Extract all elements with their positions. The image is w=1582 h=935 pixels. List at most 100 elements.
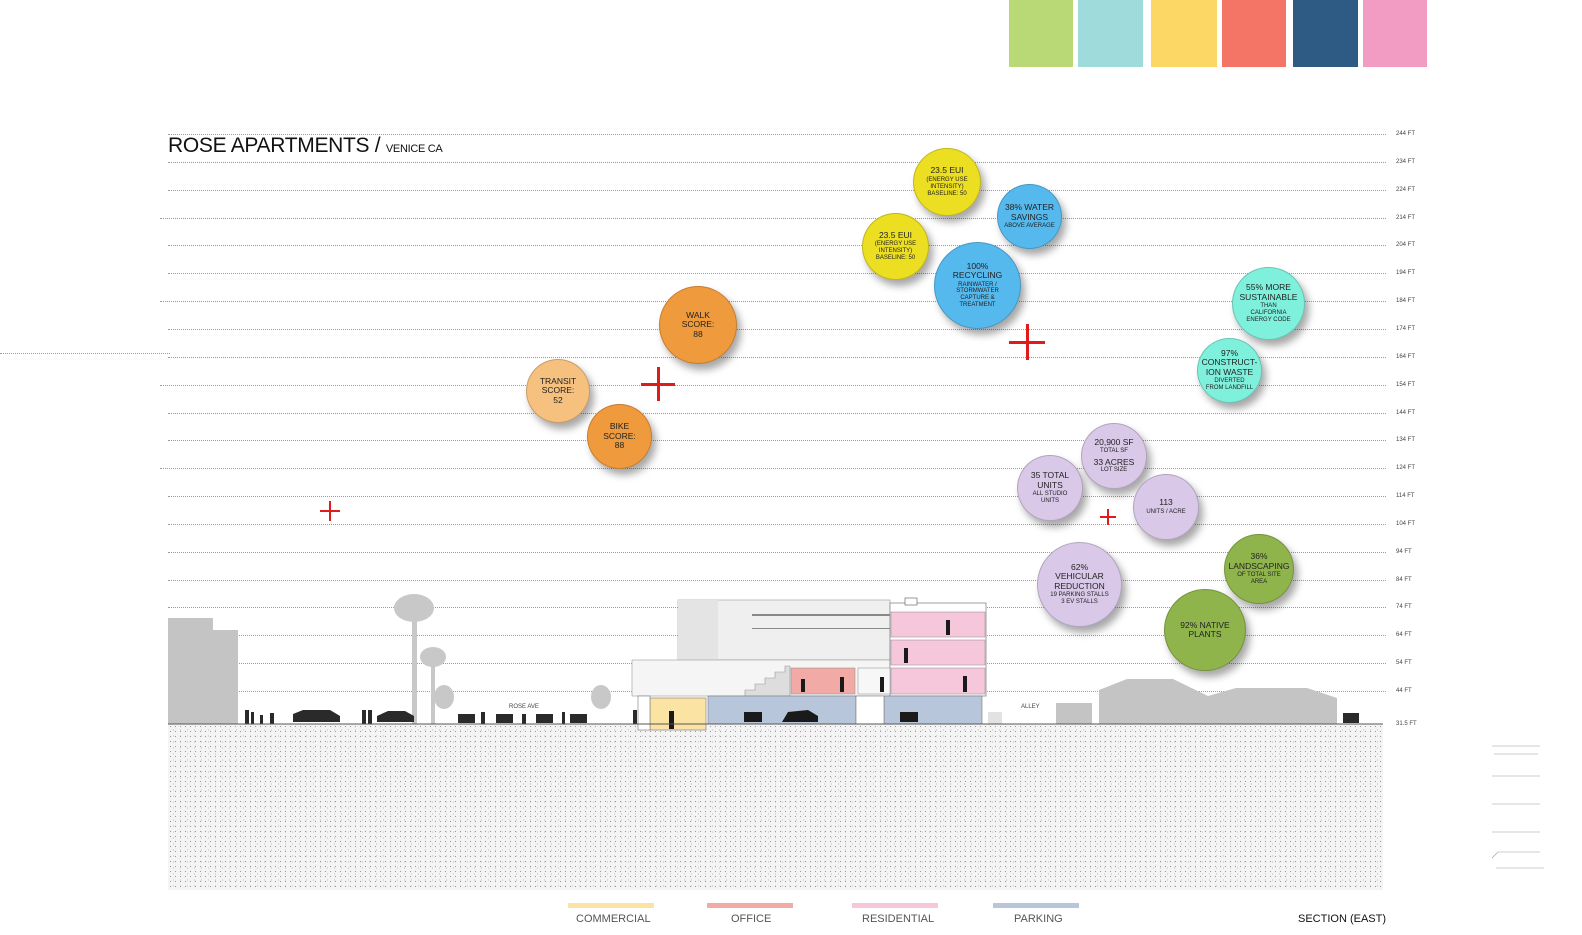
elevation-line bbox=[168, 356, 1386, 358]
bubble-walk-main: WALK SCORE: 88 bbox=[681, 309, 715, 339]
side-annotation-marks bbox=[1491, 745, 1544, 869]
bubble-native-plants: 92% NATIVE PLANTS bbox=[1164, 589, 1246, 671]
elevation-label: 174 FT bbox=[1396, 325, 1416, 332]
legend-swatch-residential bbox=[852, 903, 938, 908]
elevation-label: 114 FT bbox=[1396, 493, 1415, 500]
elevation-label: 44 FT bbox=[1396, 688, 1412, 694]
neighbor-building-left bbox=[168, 618, 238, 724]
bubble-vehicular-main: 62% VEHICULAR REDUCTION bbox=[1054, 562, 1105, 591]
bubble-transit-score: TRANSIT SCORE: 52 bbox=[526, 359, 590, 423]
elevation-line bbox=[168, 189, 1386, 191]
bubble-sustainable-sub: THAN CALIFORNIA ENERGY CODE bbox=[1246, 303, 1291, 323]
bubble-bike-score: BIKE SCORE: 88 bbox=[587, 404, 652, 469]
palm-trees bbox=[394, 594, 611, 724]
elevation-label: 224 FT bbox=[1396, 186, 1416, 193]
bubble-landscaping: 36% LANDSCAPING OF TOTAL SITE AREA bbox=[1224, 534, 1294, 604]
bubble-transit-main: TRANSIT SCORE: 52 bbox=[539, 375, 577, 405]
bubble-vehicular-reduction: 62% VEHICULAR REDUCTION 19 PARKING STALL… bbox=[1037, 542, 1122, 627]
bubble-eui-low-sub: (ENERGY USE INTENSITY) BASELINE: 50 bbox=[874, 241, 917, 262]
red-crosshair-marker: .cx1::before{left:15px;top:0;width:3px;h… bbox=[641, 367, 675, 401]
bubble-density-sub: UNITS / ACRE bbox=[1146, 508, 1186, 515]
elevation-line bbox=[168, 412, 1386, 414]
bubble-eui-top-sub: (ENERGY USE INTENSITY) BASELINE: 50 bbox=[926, 176, 968, 197]
bubble-landscaping-sub: OF TOTAL SITE AREA bbox=[1237, 571, 1281, 585]
project-building bbox=[631, 597, 987, 731]
bubble-vehicular-sub: 19 PARKING STALLS 3 EV STALLS bbox=[1050, 592, 1109, 606]
bubble-units-main: 35 TOTAL UNITS bbox=[1030, 470, 1070, 490]
bubble-waste-main: 97% CONSTRUCT- ION WASTE bbox=[1201, 348, 1258, 377]
elevation-label: 164 FT bbox=[1396, 353, 1416, 360]
bubble-sf-sub: TOTAL SF bbox=[1100, 448, 1128, 455]
datum-line bbox=[0, 353, 170, 354]
palette-swatch-navy bbox=[1293, 0, 1358, 67]
bubble-eui-top: 23.5 EUI (ENERGY USE INTENSITY) BASELINE… bbox=[913, 148, 981, 216]
elevation-label: 214 FT bbox=[1396, 214, 1416, 221]
palette-swatch-green bbox=[1009, 0, 1073, 67]
bubble-waste-sub: DIVERTED FROM LANDFILL bbox=[1205, 378, 1254, 392]
elevation-label: 124 FT bbox=[1396, 465, 1416, 472]
legend-label-residential: RESIDENTIAL bbox=[862, 913, 935, 925]
red-crosshair-marker bbox=[320, 501, 340, 521]
red-crosshair-marker bbox=[1100, 509, 1116, 525]
elevation-line bbox=[160, 468, 1386, 470]
building-occupants bbox=[669, 620, 967, 729]
legend-swatch-parking bbox=[993, 903, 1079, 908]
elevation-line bbox=[168, 551, 1386, 553]
elevation-line bbox=[168, 579, 1386, 581]
bubble-eui-low-main: 23.5 EUI bbox=[878, 229, 913, 240]
legend-swatch-office bbox=[707, 903, 793, 908]
bubble-walk-score: WALK SCORE: 88 bbox=[659, 286, 737, 364]
elevation-line bbox=[168, 245, 1386, 247]
ground-section bbox=[168, 724, 1383, 890]
elevation-label: 154 FT bbox=[1396, 381, 1416, 388]
elevation-line bbox=[168, 134, 1386, 135]
elevation-label: 184 FT bbox=[1396, 298, 1416, 305]
elevation-line bbox=[160, 301, 1386, 303]
red-crosshair-marker bbox=[1009, 324, 1045, 360]
bubble-recycling-main: 100% RECYCLING bbox=[952, 260, 1003, 281]
bubble-water-main: 38% WATER SAVINGS bbox=[1004, 202, 1055, 222]
bubble-units-sub: ALL STUDIO UNITS bbox=[1032, 490, 1068, 504]
section-label: SECTION (EAST) bbox=[1298, 913, 1387, 925]
bubble-sf-main2: 33 ACRES bbox=[1093, 457, 1135, 467]
elevation-label: 204 FT bbox=[1396, 242, 1416, 249]
bubble-total-units: 35 TOTAL UNITS ALL STUDIO UNITS bbox=[1017, 455, 1083, 521]
elevation-label: 94 FT bbox=[1396, 548, 1412, 555]
palette-swatch-pink bbox=[1363, 0, 1427, 67]
elevation-label: 74 FT bbox=[1396, 604, 1412, 611]
palette-swatch-yellow bbox=[1151, 0, 1217, 67]
street-label-alley: ALLEY bbox=[1021, 704, 1040, 710]
bubble-sustainable-main: 55% MORE SUSTAINABLE bbox=[1239, 282, 1298, 302]
title-subtitle: VENICE CA bbox=[385, 143, 443, 155]
bubble-total-sf: 20,900 SF TOTAL SF 33 ACRES LOT SIZE bbox=[1081, 423, 1147, 489]
elevation-label: 84 FT bbox=[1396, 576, 1412, 583]
palette-swatch-cyan bbox=[1078, 0, 1143, 67]
elevation-line bbox=[160, 217, 1386, 219]
street-figures-and-cars bbox=[245, 710, 1359, 724]
elevation-label: 54 FT bbox=[1396, 660, 1412, 667]
bubble-water-savings: 38% WATER SAVINGS ABOVE AVERAGE bbox=[997, 184, 1062, 249]
elevation-label: 144 FT bbox=[1396, 409, 1416, 416]
elevation-line bbox=[160, 384, 1386, 386]
bubble-recycling: 100% RECYCLING RAINWATER / STORMWATER CA… bbox=[934, 242, 1021, 329]
legend-label-commercial: COMMERCIAL bbox=[576, 913, 651, 925]
bubble-water-sub: ABOVE AVERAGE bbox=[1004, 222, 1055, 229]
legend-label-office: OFFICE bbox=[731, 913, 772, 925]
elevation-line bbox=[168, 440, 1386, 442]
elevation-line bbox=[168, 523, 1386, 525]
elevation-line bbox=[168, 161, 1386, 163]
elevation-label: 194 FT bbox=[1396, 270, 1416, 277]
palette-swatch-coral bbox=[1222, 0, 1286, 67]
bubble-recycling-sub: RAINWATER / STORMWATER CAPTURE & TREATME… bbox=[956, 281, 999, 309]
elevation-line bbox=[168, 328, 1386, 330]
bubble-bike-main: BIKE SCORE: 88 bbox=[603, 421, 636, 451]
elevation-label: 244 FT bbox=[1396, 131, 1416, 137]
bubble-density-main: 113 bbox=[1159, 497, 1173, 508]
elevation-label: 134 FT bbox=[1396, 437, 1416, 444]
street-label-rose-ave: ROSE AVE bbox=[509, 704, 539, 710]
legend-label-parking: PARKING bbox=[1014, 913, 1063, 925]
neighbor-buildings-right bbox=[988, 679, 1337, 724]
bubble-more-sustainable: 55% MORE SUSTAINABLE THAN CALIFORNIA ENE… bbox=[1232, 267, 1305, 340]
bubble-landscaping-main: 36% LANDSCAPING bbox=[1228, 551, 1290, 571]
